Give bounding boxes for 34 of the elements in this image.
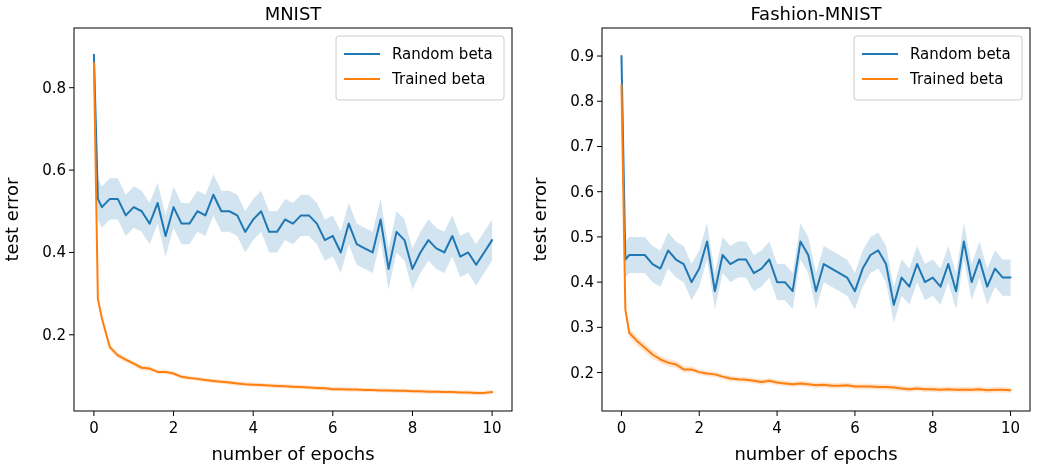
x-tick-label: 2	[168, 419, 179, 437]
x-tick-label: 4	[772, 419, 782, 437]
legend-label: Random beta	[392, 45, 493, 63]
y-tick-label: 0.9	[570, 47, 594, 66]
x-tick-label: 10	[482, 419, 502, 437]
legend-label: Random beta	[910, 45, 1011, 63]
y-tick-label: 0.2	[42, 325, 66, 344]
y-tick-label: 0.6	[570, 182, 594, 201]
x-tick-label: 0	[616, 419, 627, 437]
y-tick-label: 0.4	[570, 273, 594, 292]
x-axis-title: number of epochs	[211, 443, 375, 464]
chart-title: Fashion-MNIST	[750, 3, 883, 24]
legend-label: Trained beta	[909, 70, 1004, 88]
x-tick-label: 6	[328, 419, 338, 437]
x-tick-label: 6	[850, 419, 860, 437]
x-tick-label: 10	[1001, 419, 1021, 437]
x-tick-label: 4	[248, 419, 258, 437]
x-axis-title: number of epochs	[734, 443, 898, 464]
y-axis-title: test error	[529, 176, 550, 262]
chart-title: MNIST	[264, 3, 323, 24]
y-tick-label: 0.8	[570, 92, 594, 111]
y-axis-title: test error	[1, 176, 22, 262]
y-tick-label: 0.2	[570, 363, 594, 382]
y-tick-label: 0.4	[42, 243, 66, 262]
y-tick-label: 0.6	[42, 161, 66, 180]
y-tick-label: 0.7	[570, 137, 594, 156]
x-tick-label: 0	[89, 419, 99, 437]
x-tick-label: 8	[407, 419, 418, 437]
x-tick-label: 2	[694, 419, 705, 437]
legend-label: Trained beta	[391, 70, 486, 88]
y-tick-label: 0.3	[570, 318, 594, 337]
x-tick-label: 8	[927, 419, 938, 437]
y-tick-label: 0.5	[570, 227, 594, 246]
y-tick-label: 0.8	[42, 78, 66, 97]
